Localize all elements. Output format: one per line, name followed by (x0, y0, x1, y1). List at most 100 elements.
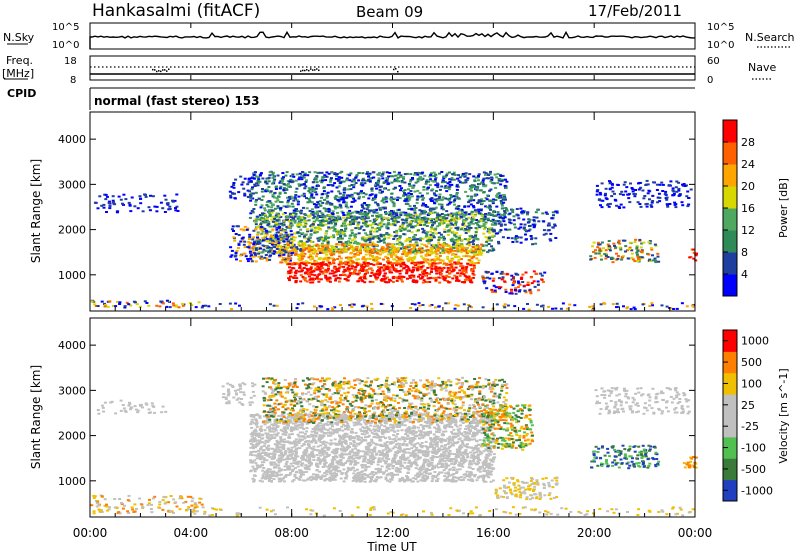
power-echo (176, 210, 180, 212)
power-echo (410, 259, 414, 262)
power-echo (533, 223, 537, 226)
power-echo (378, 226, 382, 229)
power-echo (360, 225, 364, 228)
power-echo (336, 215, 340, 218)
power-echo (275, 304, 279, 307)
power-echo (307, 249, 311, 252)
power-echo (351, 260, 354, 263)
power-echo (495, 271, 499, 273)
power-echo (153, 205, 157, 208)
power-echo (405, 221, 409, 224)
power-echo (297, 216, 301, 218)
power-echo (357, 221, 361, 224)
power-echo (433, 198, 437, 201)
power-echo (286, 242, 290, 245)
power-echo (451, 269, 455, 271)
power-echo (418, 246, 422, 249)
power-echo (348, 243, 351, 246)
power-echo (454, 253, 458, 256)
power-echo (316, 201, 320, 204)
power-echo (344, 245, 348, 248)
power-echo (287, 196, 291, 198)
power-echo (614, 246, 618, 249)
power-echo (399, 260, 403, 263)
power-echo (443, 277, 447, 280)
power-echo (238, 304, 241, 307)
velocity-echo (138, 497, 142, 500)
power-echo (520, 212, 524, 215)
power-echo (391, 222, 395, 225)
power-echo (415, 267, 419, 270)
power-echo (264, 215, 267, 218)
power-echo (282, 257, 285, 259)
velocity-echo (108, 506, 111, 509)
power-echo (273, 178, 277, 181)
power-echo (479, 209, 483, 212)
power-echo (423, 223, 427, 226)
power-echo (447, 199, 451, 202)
power-echo (410, 195, 414, 198)
power-echo (687, 197, 691, 199)
power-echo (391, 212, 395, 214)
power-echo (389, 175, 393, 178)
power-echo (395, 270, 399, 273)
velocity-echo (226, 390, 230, 393)
power-echo (532, 280, 536, 283)
power-echo (635, 245, 639, 247)
power-echo (414, 213, 418, 216)
power-echo (273, 207, 277, 210)
power-echo (599, 204, 602, 207)
velocity-echo (253, 383, 257, 386)
power-echo (544, 211, 548, 214)
power-echo (293, 221, 297, 224)
power-echo (332, 219, 336, 221)
power-echo (391, 266, 395, 269)
power-echo (425, 245, 429, 248)
power-echo (515, 237, 519, 239)
velocity-echo (134, 408, 138, 411)
power-echo (264, 250, 268, 253)
power-echo (400, 243, 404, 246)
power-echo (286, 199, 290, 202)
power-echo (277, 226, 281, 229)
velocity-echo (167, 501, 171, 504)
power-echo (350, 184, 354, 186)
power-echo (440, 205, 444, 208)
power-echo (443, 279, 447, 282)
power-echo (382, 239, 386, 242)
power-echo (413, 172, 417, 174)
power-echo (330, 171, 334, 173)
power-echo (372, 235, 376, 238)
power-echo (366, 225, 370, 228)
power-echo (692, 305, 696, 308)
power-echo (257, 252, 261, 255)
power-echo (255, 218, 259, 221)
power-echo (441, 246, 445, 249)
power-echo (301, 243, 305, 246)
power-echo (272, 236, 276, 239)
power-echo (341, 211, 345, 214)
power-echo (432, 236, 436, 239)
power-echo (518, 283, 522, 286)
power-echo (333, 182, 337, 185)
power-echo (382, 217, 386, 220)
power-echo (410, 303, 414, 305)
power-echo (416, 238, 420, 241)
power-echo (365, 179, 369, 182)
power-echo (444, 219, 448, 222)
power-echo (469, 203, 473, 206)
velocity-echo (251, 385, 255, 388)
power-echo (456, 262, 460, 265)
power-echo (277, 242, 281, 245)
power-echo (608, 182, 612, 185)
power-echo (234, 302, 238, 305)
power-echo (303, 248, 307, 251)
power-echo (332, 267, 336, 270)
power-echo (663, 193, 667, 195)
power-echo (315, 231, 319, 233)
power-echo (495, 194, 499, 197)
velocity-echo (103, 401, 107, 404)
power-echo (267, 211, 271, 214)
power-echo (373, 197, 377, 200)
power-echo (492, 248, 496, 251)
